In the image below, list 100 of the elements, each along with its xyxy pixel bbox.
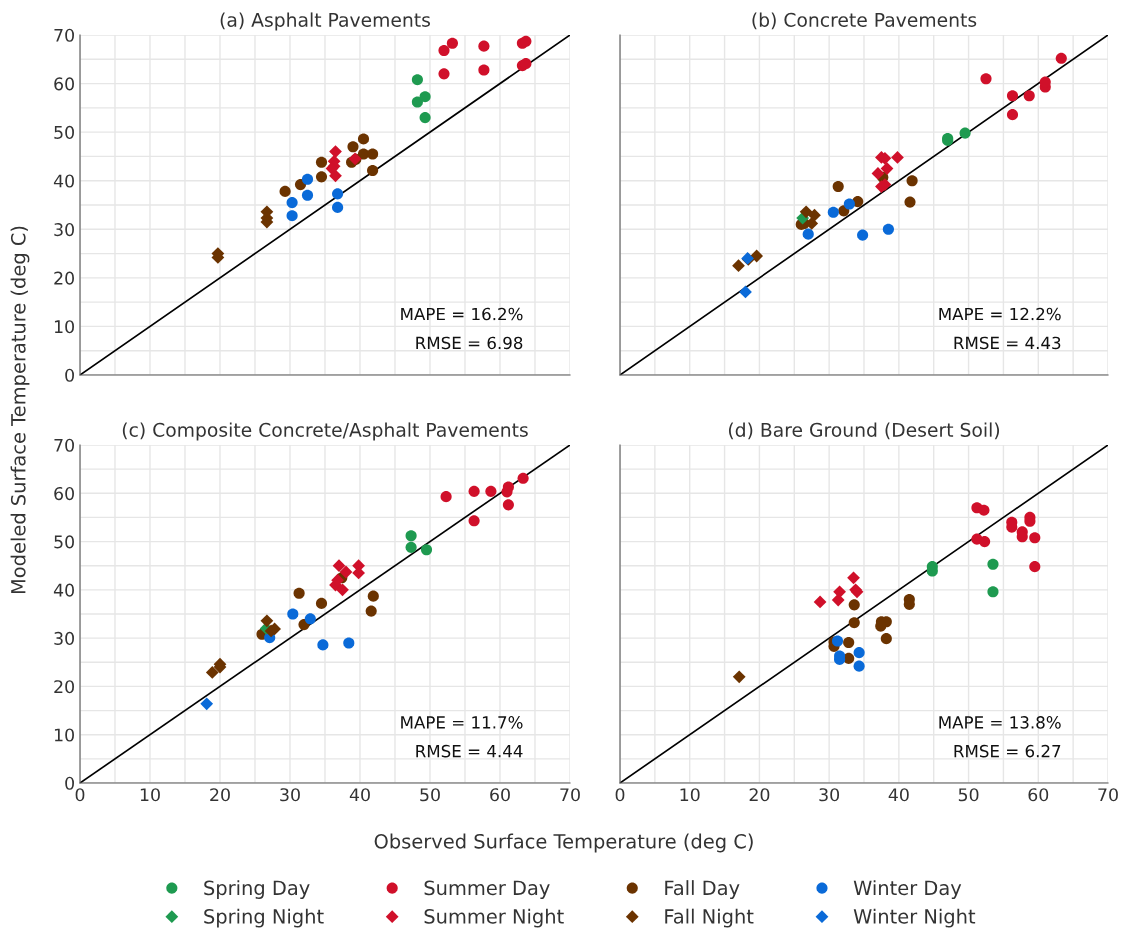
point bbox=[293, 587, 305, 599]
x-tick-label: 70 bbox=[1098, 788, 1118, 802]
x-tick-label: 40 bbox=[888, 788, 909, 802]
legend-label: Fall Day bbox=[665, 880, 740, 899]
point bbox=[853, 647, 865, 659]
y-tick-label: 30 bbox=[54, 631, 74, 645]
legend-label: Spring Night bbox=[204, 908, 324, 928]
point bbox=[832, 180, 844, 193]
x-tick-label: 20 bbox=[210, 788, 230, 802]
y-tick-label: 40 bbox=[53, 174, 74, 188]
point bbox=[1029, 561, 1041, 573]
annotation: RMSE = 6.98 bbox=[416, 336, 523, 350]
point bbox=[1029, 532, 1041, 544]
y-tick-label: 0 bbox=[65, 776, 74, 790]
y-tick-label: 20 bbox=[54, 271, 74, 285]
point bbox=[517, 472, 529, 484]
point bbox=[440, 491, 452, 503]
chart-title: (c) Composite Concrete/Asphalt Pavements bbox=[122, 422, 528, 441]
y-tick-label: 0 bbox=[65, 368, 74, 382]
point bbox=[446, 37, 458, 49]
point bbox=[906, 175, 918, 187]
annotation: RMSE = 6.27 bbox=[954, 744, 1061, 758]
point bbox=[405, 530, 417, 542]
point bbox=[853, 660, 865, 672]
point bbox=[317, 639, 329, 651]
point bbox=[357, 133, 370, 145]
y-axis-title: Modeled Surface Temperature (deg C) bbox=[10, 226, 30, 594]
point bbox=[802, 228, 814, 240]
y-tick-label: 40 bbox=[53, 583, 74, 597]
point bbox=[367, 590, 379, 602]
legend-label: Winter Night bbox=[853, 908, 976, 928]
y-tick-label: 60 bbox=[54, 487, 74, 501]
point bbox=[732, 670, 746, 684]
point bbox=[808, 208, 821, 222]
point bbox=[332, 188, 344, 200]
point bbox=[339, 565, 353, 579]
point bbox=[301, 173, 314, 185]
legend-label: Winter Day bbox=[853, 880, 962, 899]
point bbox=[304, 613, 316, 625]
point bbox=[1023, 90, 1035, 102]
x-tick-label: 10 bbox=[140, 788, 160, 802]
point bbox=[260, 614, 274, 628]
point bbox=[343, 637, 355, 649]
point bbox=[502, 499, 514, 511]
annotation: MAPE = 11.7% bbox=[401, 716, 523, 729]
point bbox=[367, 164, 379, 177]
annotation: MAPE = 12.2% bbox=[939, 307, 1061, 321]
legend-label: Summer Night bbox=[424, 908, 564, 928]
point bbox=[468, 515, 480, 527]
x-tick-label: 30 bbox=[280, 788, 300, 802]
point bbox=[301, 189, 314, 201]
point bbox=[419, 91, 431, 103]
point bbox=[315, 171, 328, 183]
y-tick-label: 50 bbox=[54, 535, 74, 549]
chart-title: (d) Bare Ground (Desert Soil) bbox=[728, 422, 1000, 440]
point bbox=[332, 201, 344, 213]
legend-label: Summer Day bbox=[424, 880, 550, 899]
point bbox=[1055, 52, 1067, 64]
x-tick-label: 30 bbox=[819, 788, 840, 802]
point bbox=[848, 599, 860, 611]
point bbox=[485, 485, 497, 497]
point bbox=[833, 585, 846, 599]
point bbox=[520, 58, 532, 70]
point bbox=[315, 597, 328, 609]
point bbox=[405, 541, 417, 553]
x-tick-label: 40 bbox=[349, 788, 370, 802]
point bbox=[882, 223, 894, 235]
point bbox=[438, 68, 450, 80]
point bbox=[419, 112, 431, 124]
point bbox=[843, 636, 855, 649]
point bbox=[347, 141, 359, 153]
point bbox=[1006, 109, 1019, 121]
x-tick-label: 60 bbox=[490, 788, 510, 802]
x-axis-title: Observed Surface Temperature (deg C) bbox=[374, 833, 753, 853]
chart-title: (a) Asphalt Pavements bbox=[220, 12, 431, 31]
point bbox=[367, 148, 379, 160]
point bbox=[332, 559, 346, 573]
x-tick-label: 50 bbox=[958, 788, 979, 802]
point bbox=[857, 229, 869, 241]
annotation: RMSE = 4.43 bbox=[954, 336, 1061, 350]
point bbox=[880, 633, 892, 645]
point bbox=[871, 167, 885, 180]
point bbox=[848, 617, 860, 629]
x-tick-label: 50 bbox=[420, 788, 440, 802]
point bbox=[813, 595, 827, 609]
y-tick-label: 20 bbox=[54, 680, 74, 694]
point bbox=[205, 666, 219, 679]
point bbox=[732, 259, 745, 273]
point bbox=[799, 205, 813, 219]
y-tick-label: 30 bbox=[54, 223, 74, 237]
point bbox=[847, 571, 860, 585]
point bbox=[987, 558, 999, 570]
point bbox=[827, 206, 839, 218]
annotation: MAPE = 16.2% bbox=[401, 307, 523, 321]
y-tick-label: 10 bbox=[54, 320, 74, 334]
x-tick-label: 0 bbox=[75, 788, 85, 802]
x-tick-label: 60 bbox=[1028, 788, 1049, 802]
point bbox=[329, 145, 342, 158]
point bbox=[831, 593, 845, 607]
point bbox=[1006, 90, 1019, 102]
